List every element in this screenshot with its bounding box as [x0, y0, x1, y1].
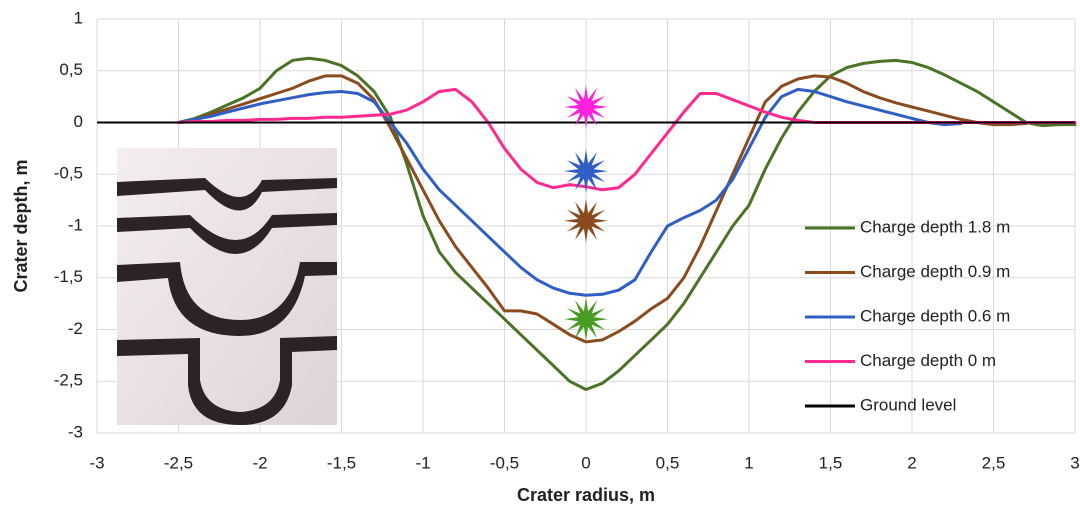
charge-star [564, 297, 608, 342]
series-line [177, 87, 963, 297]
y-tick-label: -1,5 [54, 267, 83, 286]
x-tick-label: 1 [744, 453, 753, 472]
x-tick-label: -1,5 [327, 453, 356, 472]
legend-label: Charge depth 1.8 m [860, 217, 1010, 236]
y-tick-label: 0,5 [59, 60, 83, 79]
x-tick-label: -2 [252, 453, 267, 472]
x-tick-label: 3 [1070, 453, 1079, 472]
y-tick-label: -1 [68, 215, 83, 234]
x-tick-label: -0,5 [490, 453, 519, 472]
x-tick-label: -3 [89, 453, 104, 472]
y-axis-title: Crater depth, m [11, 159, 31, 292]
y-tick-label: -3 [68, 422, 83, 441]
plot [97, 56, 1077, 391]
x-tick-label: -2,5 [164, 453, 193, 472]
series-line [177, 74, 1028, 344]
x-tick-label: 0 [581, 453, 590, 472]
y-tick-label: 0 [74, 112, 83, 131]
inset-photo [117, 148, 337, 425]
y-tick-label: -2,5 [54, 371, 83, 390]
x-tick-label: -1 [415, 453, 430, 472]
legend-label: Charge depth 0.9 m [860, 262, 1010, 281]
x-tick-label: 0,5 [656, 453, 680, 472]
x-tick-label: 2,5 [982, 453, 1006, 472]
series-line [177, 56, 1077, 391]
y-tick-label: -0,5 [54, 164, 83, 183]
y-tick-label: -2 [68, 319, 83, 338]
legend-label: Charge depth 0.6 m [860, 306, 1010, 325]
x-tick-label: 1,5 [819, 453, 843, 472]
legend-label: Charge depth 0 m [860, 351, 996, 370]
legend-label: Ground level [860, 395, 956, 414]
charge-star [564, 85, 608, 129]
charge-star [564, 149, 608, 194]
x-axis-title: Crater radius, m [517, 485, 655, 505]
y-tick-label: 1 [74, 8, 83, 27]
x-tick-label: 2 [907, 453, 916, 472]
charge-star [564, 198, 608, 243]
